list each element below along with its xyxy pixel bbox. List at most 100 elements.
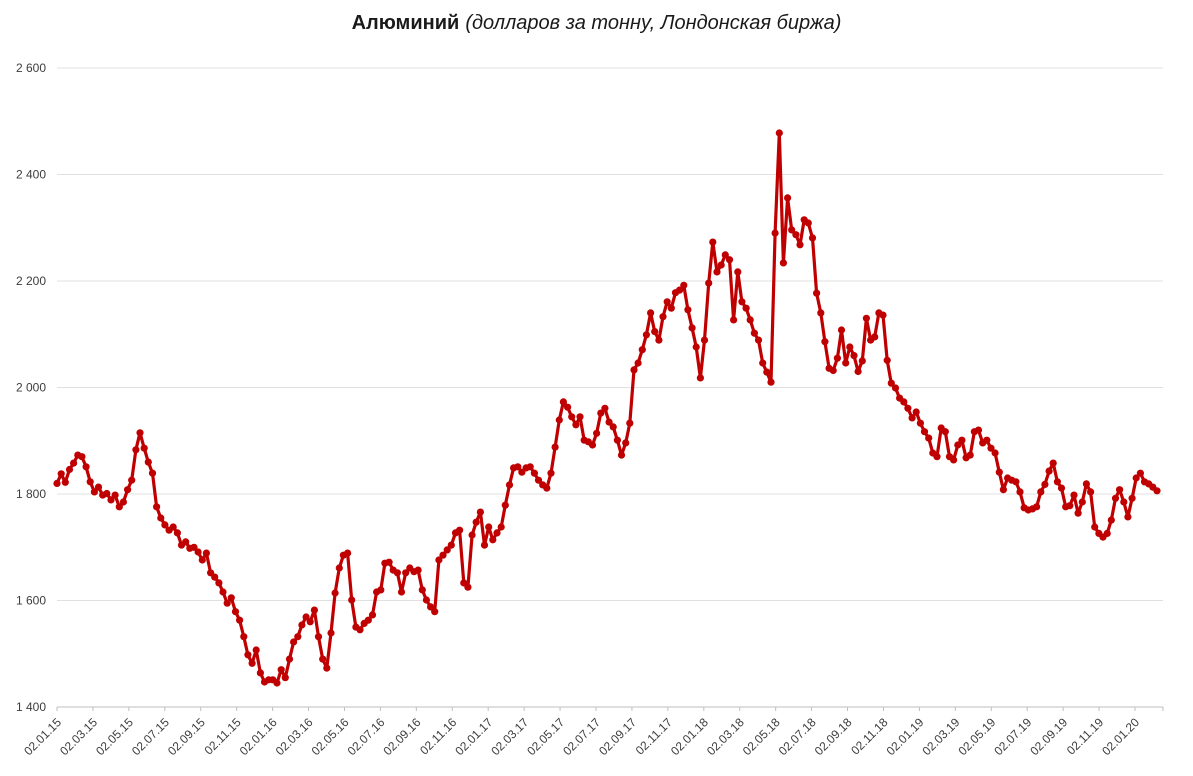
data-point-marker (194, 548, 202, 556)
data-point-marker (111, 491, 119, 499)
data-point-marker (547, 469, 555, 477)
data-point-marker (912, 408, 920, 416)
data-point-marker (344, 549, 352, 557)
data-point-marker (393, 569, 401, 577)
data-point-marker (617, 451, 626, 459)
data-point-marker (634, 359, 642, 367)
data-point-marker (842, 359, 850, 367)
x-tick-label: 02.01.15 (21, 715, 64, 758)
data-point-marker (397, 588, 406, 596)
data-point-marker (966, 451, 974, 459)
data-point-marker (688, 324, 696, 332)
data-point-marker (534, 476, 543, 484)
data-point-marker (1045, 467, 1053, 475)
data-point-marker (696, 374, 705, 382)
data-point-marker (530, 469, 539, 477)
x-tick-label: 02.01.20 (1099, 715, 1142, 758)
data-point-marker (456, 526, 464, 534)
data-point-marker (1070, 491, 1078, 499)
x-tick-label: 02.11.18 (848, 715, 891, 758)
data-point-marker (742, 304, 750, 312)
data-point-marker (240, 633, 248, 641)
data-point-marker (941, 428, 949, 436)
data-point-marker (128, 476, 136, 484)
data-point-marker (700, 336, 709, 344)
data-point-marker (705, 279, 713, 287)
data-point-marker (219, 588, 227, 596)
data-point-marker (244, 651, 252, 659)
data-point-marker (290, 638, 298, 646)
data-point-marker (464, 583, 472, 591)
x-tick-label: 02.07.16 (345, 715, 388, 758)
data-point-marker (568, 413, 576, 421)
data-point-marker (505, 481, 514, 489)
data-point-marker (692, 343, 700, 351)
data-point-marker (202, 549, 210, 557)
data-point-marker (883, 356, 891, 364)
data-point-marker (78, 453, 86, 461)
data-point-marker (211, 573, 219, 581)
chart-title: Алюминий (долларов за тонну, Лондонская б… (0, 12, 1193, 35)
x-tick-label: 02.11.16 (417, 715, 460, 758)
data-point-marker (443, 546, 451, 554)
data-point-marker (659, 313, 667, 321)
x-tick-label: 02.09.15 (165, 715, 208, 758)
data-point-marker (161, 521, 169, 529)
x-tick-label: 02.05.19 (955, 715, 998, 758)
data-point-marker (887, 379, 895, 387)
x-tick-label: 02.11.17 (633, 715, 676, 758)
data-point-marker (1124, 513, 1132, 521)
data-point-marker (277, 666, 285, 674)
x-tick-label: 02.03.16 (273, 715, 316, 758)
data-point-marker (904, 404, 912, 412)
data-point-marker (327, 629, 335, 637)
data-point-marker (1116, 486, 1124, 494)
x-tick-label: 02.03.15 (57, 715, 100, 758)
data-point-marker (182, 538, 190, 546)
data-point-marker (173, 529, 181, 537)
y-tick-label: 1 800 (16, 487, 46, 501)
data-point-marker (314, 633, 323, 641)
data-point-marker (1012, 478, 1020, 486)
data-point-marker (788, 226, 796, 234)
data-point-marker (709, 238, 717, 246)
data-point-marker (223, 599, 231, 607)
data-point-marker (480, 541, 489, 549)
data-point-marker (638, 346, 646, 354)
data-point-marker (61, 478, 69, 486)
data-point-marker (767, 378, 775, 386)
data-point-marker (808, 234, 817, 242)
data-point-marker (1037, 488, 1045, 496)
data-point-marker (555, 416, 563, 424)
x-tick-label: 02.05.15 (93, 715, 136, 758)
data-point-marker (933, 453, 941, 461)
data-point-marker (306, 618, 314, 626)
data-point-marker (854, 367, 862, 376)
data-point-marker (667, 304, 675, 312)
data-point-marker (57, 470, 65, 478)
data-point-marker (248, 659, 256, 667)
data-point-marker (231, 608, 240, 616)
data-point-marker (916, 419, 925, 427)
data-point-marker (227, 594, 235, 602)
data-point-marker (746, 316, 754, 324)
x-tick-label: 02.01.16 (237, 715, 280, 758)
data-point-marker (319, 655, 327, 663)
data-point-marker (273, 679, 281, 687)
x-tick-label: 02.01.19 (884, 715, 927, 758)
data-point-marker (784, 194, 792, 202)
data-point-marker (323, 664, 331, 672)
data-point-marker (725, 256, 734, 264)
data-point-marker (804, 219, 812, 227)
data-point-marker (294, 633, 302, 641)
data-point-marker (70, 459, 78, 467)
data-point-marker (1074, 509, 1082, 517)
data-point-marker (983, 436, 991, 444)
data-point-marker (1033, 503, 1041, 511)
data-point-marker (1082, 480, 1090, 488)
data-point-marker (858, 357, 866, 365)
data-point-marker (1078, 498, 1086, 506)
data-point-marker (759, 359, 767, 367)
x-axis-labels: 02.01.1502.03.1502.05.1502.07.1502.09.15… (21, 715, 1142, 758)
data-point-marker (821, 338, 829, 346)
